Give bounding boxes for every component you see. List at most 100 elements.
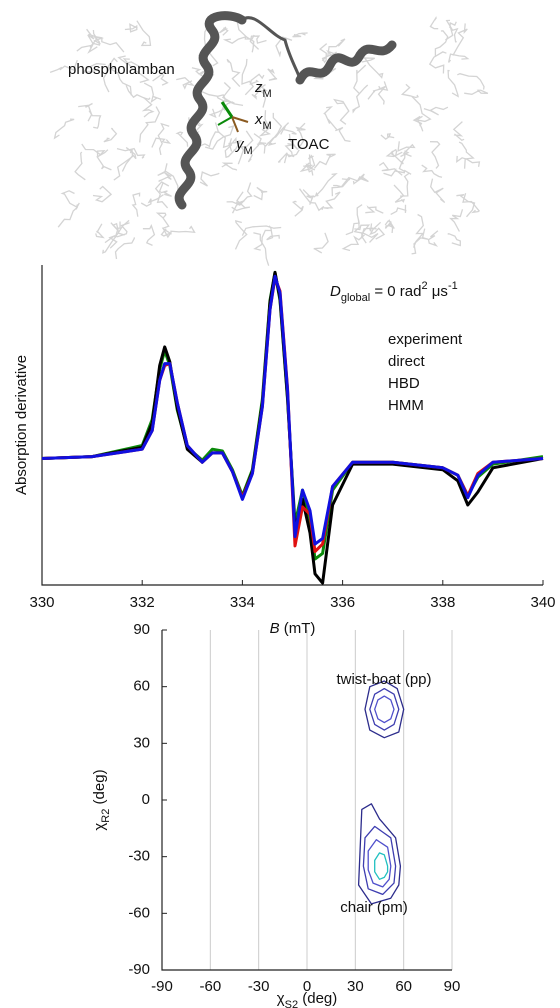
lipid [369, 221, 386, 240]
text-part: B [270, 620, 280, 637]
lipid [104, 222, 130, 244]
lipid [226, 58, 241, 88]
axis-label: zM [254, 79, 272, 100]
x-tick-label: -90 [151, 978, 173, 995]
legend-entry: direct [388, 353, 426, 370]
text-part: χ [91, 823, 108, 831]
y-tick-label: -30 [128, 848, 150, 865]
axis-frame [161, 630, 452, 971]
lipid [457, 73, 485, 90]
lipid [244, 34, 255, 53]
lipid [88, 110, 102, 129]
lipid [122, 58, 150, 84]
lipid [464, 89, 489, 95]
lipid [234, 220, 248, 250]
lipid [253, 232, 270, 266]
text-part: M [244, 145, 253, 157]
lipid [216, 82, 232, 103]
text-part: M [263, 88, 272, 100]
lipid [458, 141, 475, 169]
lipid [57, 202, 80, 228]
lipid [313, 232, 329, 254]
lipid [249, 73, 265, 86]
probe-axes [217, 101, 249, 133]
lipid [390, 204, 407, 215]
lipid [280, 125, 297, 135]
spectrum-line [41, 270, 544, 585]
lipid [78, 102, 93, 122]
lipid [447, 69, 459, 98]
x-tick-label: 334 [230, 594, 255, 611]
lipid [397, 141, 416, 158]
contour-line [374, 852, 389, 880]
lipid [121, 146, 137, 172]
x-tick-label: 338 [430, 594, 455, 611]
lipid [201, 90, 226, 117]
lipid [430, 178, 446, 204]
lipid [49, 59, 78, 74]
lipid [76, 29, 98, 52]
annotation: twist-boat (pp) [336, 671, 431, 688]
lipid [305, 154, 314, 176]
lipid [125, 85, 151, 101]
lipid [176, 76, 196, 90]
x-tick-label: 332 [130, 594, 155, 611]
lipid [258, 110, 272, 137]
lipid [377, 81, 389, 105]
lipid [429, 16, 439, 30]
lipid [143, 82, 162, 103]
spectrum-line [41, 274, 544, 546]
lipid [411, 96, 432, 123]
y-tick-label: 90 [133, 621, 150, 638]
lipid [378, 161, 403, 176]
lipid [158, 171, 173, 182]
lipid [241, 58, 255, 96]
contour-line [367, 839, 392, 888]
y-axis-label: Absorption derivative [13, 355, 30, 495]
text-part: μs [428, 283, 448, 300]
text-part: χ [277, 990, 285, 1007]
x-axis-label: χS2 (deg) [277, 990, 338, 1008]
lipid [197, 131, 220, 148]
lipid [423, 106, 449, 116]
lipid [427, 230, 439, 247]
x-tick-label: -60 [199, 978, 221, 995]
lipid [141, 96, 155, 118]
lipid [445, 21, 457, 41]
lipid [447, 232, 461, 247]
lipid [398, 150, 410, 172]
text-part: (mT) [280, 620, 316, 637]
label: TOAC [288, 136, 330, 153]
x-tick-label: 30 [347, 978, 364, 995]
lipid [302, 189, 316, 205]
lipid [345, 204, 363, 236]
lipid [352, 173, 369, 185]
lipid [154, 181, 170, 209]
lipid [367, 85, 382, 100]
lipid [151, 137, 172, 148]
lipid [124, 23, 138, 33]
lipid [152, 71, 169, 86]
x-axis-label: B (mT) [270, 620, 316, 637]
x-tick-label: 330 [29, 594, 54, 611]
lipid [223, 99, 244, 109]
x-tick-label: 340 [530, 594, 555, 611]
lipid [383, 167, 412, 177]
lipid [96, 149, 112, 171]
text-part: R2 [100, 809, 112, 823]
lipid [295, 122, 306, 149]
lipid [411, 228, 429, 255]
lipid [114, 237, 136, 260]
lipid [251, 83, 269, 101]
lipid [319, 43, 332, 64]
lipid [225, 140, 243, 158]
lipid [267, 112, 283, 147]
lipid [102, 57, 118, 93]
x-tick-label: 336 [330, 594, 355, 611]
lipid [81, 62, 106, 74]
text-part: M [263, 120, 272, 132]
lipid [111, 221, 125, 236]
lipid [292, 200, 304, 217]
x-tick-label: 0 [303, 978, 311, 995]
